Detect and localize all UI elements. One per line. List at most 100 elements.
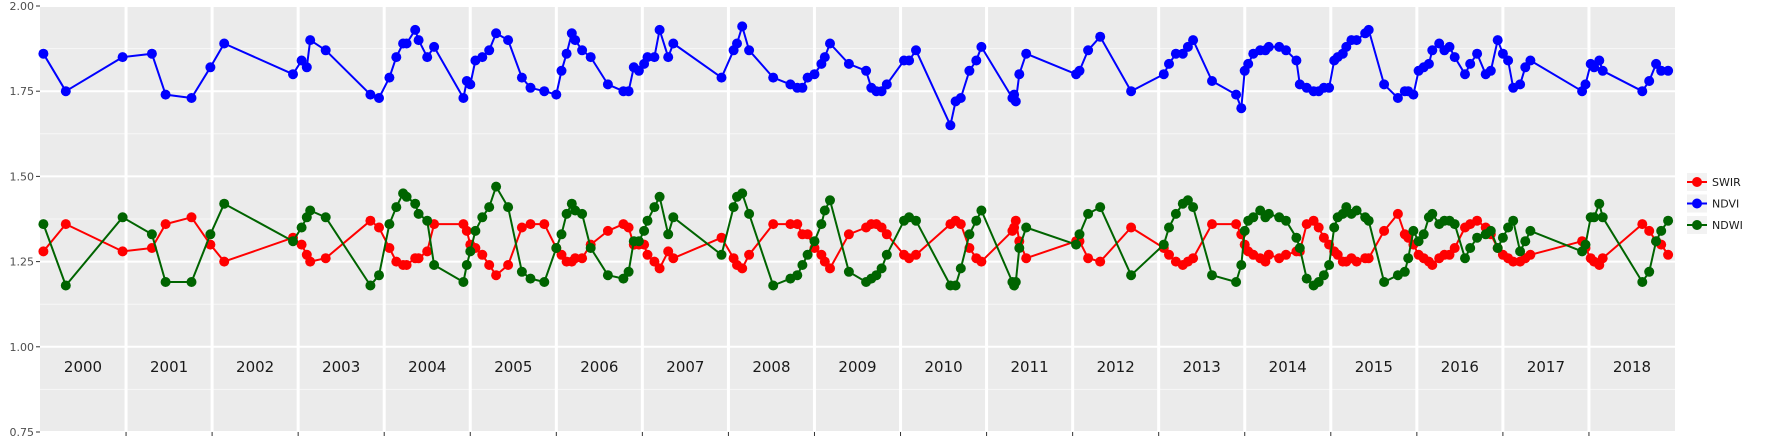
data-point	[288, 69, 298, 80]
data-point	[663, 52, 674, 63]
data-point	[38, 246, 49, 257]
data-point	[556, 249, 567, 260]
data-point	[391, 52, 402, 63]
data-point	[1095, 202, 1106, 213]
y-tick-label: 0.75	[10, 426, 35, 439]
data-point	[1231, 89, 1242, 100]
y-tick-label: 1.00	[10, 341, 35, 354]
data-point	[1170, 48, 1181, 59]
data-point	[1188, 35, 1199, 46]
data-point	[1594, 198, 1605, 209]
data-point	[618, 273, 629, 284]
data-point	[539, 86, 550, 97]
data-point	[1351, 35, 1362, 46]
data-point	[768, 280, 779, 291]
data-point	[561, 208, 572, 219]
data-point	[525, 82, 536, 93]
data-point	[484, 45, 495, 56]
data-point	[219, 38, 230, 49]
data-point	[1597, 65, 1608, 76]
data-point	[1427, 208, 1438, 219]
data-point	[1248, 212, 1259, 223]
data-point	[633, 236, 644, 247]
data-point	[816, 219, 827, 230]
data-point	[1580, 239, 1591, 250]
data-point	[516, 222, 527, 233]
data-point	[1010, 215, 1021, 226]
data-point	[1520, 62, 1531, 73]
data-point	[737, 188, 748, 199]
data-point	[365, 280, 376, 291]
data-point	[410, 198, 421, 209]
data-point	[911, 215, 921, 226]
data-point	[551, 243, 562, 253]
data-point	[1651, 236, 1662, 247]
data-point	[1243, 58, 1254, 69]
data-point	[1324, 260, 1335, 270]
data-point	[955, 219, 966, 230]
data-point	[585, 243, 596, 253]
data-point	[60, 219, 71, 230]
data-point	[384, 243, 395, 253]
data-point	[1472, 232, 1483, 243]
data-point	[1236, 103, 1247, 114]
data-point	[1014, 69, 1025, 80]
data-point	[1313, 222, 1324, 233]
data-point	[976, 256, 987, 267]
data-point	[458, 277, 469, 287]
year-label: 2017	[1527, 358, 1565, 376]
data-point	[410, 24, 421, 35]
data-point	[1313, 277, 1324, 287]
data-point	[654, 191, 665, 202]
data-point	[391, 202, 402, 213]
legend-key-point	[1692, 220, 1702, 230]
data-point	[809, 236, 820, 247]
data-point	[1010, 277, 1021, 287]
data-point	[1408, 225, 1419, 236]
data-point	[465, 79, 476, 90]
data-point	[737, 263, 748, 274]
data-point	[1301, 273, 1312, 284]
data-point	[461, 225, 472, 236]
data-point	[1164, 58, 1174, 69]
data-point	[117, 212, 128, 223]
data-point	[602, 225, 613, 236]
y-tick-label: 2.00	[10, 0, 35, 13]
data-point	[1318, 232, 1329, 243]
data-point	[1637, 219, 1648, 230]
data-point	[401, 38, 412, 49]
data-point	[539, 219, 550, 230]
data-point	[1291, 232, 1302, 243]
data-point	[186, 93, 197, 103]
data-point	[623, 222, 634, 233]
data-point	[602, 79, 613, 90]
data-point	[551, 89, 562, 100]
year-label: 2001	[150, 358, 188, 376]
data-point	[1663, 249, 1674, 260]
data-point	[374, 93, 384, 103]
data-point	[843, 58, 854, 69]
data-point	[365, 215, 376, 226]
data-point	[654, 24, 665, 35]
data-point	[1379, 225, 1390, 236]
data-point	[365, 89, 376, 100]
data-point	[1465, 243, 1476, 253]
data-point	[1021, 222, 1032, 233]
data-point	[1332, 249, 1343, 260]
data-point	[792, 270, 803, 281]
data-point	[1126, 86, 1137, 97]
data-point	[305, 205, 316, 216]
data-point	[668, 212, 679, 223]
data-point	[881, 79, 892, 90]
data-point	[964, 229, 975, 240]
data-point	[1164, 249, 1174, 260]
data-point	[60, 280, 71, 291]
year-label: 2016	[1441, 358, 1479, 376]
data-point	[1126, 270, 1137, 281]
data-point	[160, 219, 171, 230]
data-point	[1508, 256, 1519, 267]
data-point	[768, 72, 779, 83]
data-point	[904, 55, 915, 66]
data-point	[1497, 232, 1508, 243]
data-point	[305, 256, 316, 267]
